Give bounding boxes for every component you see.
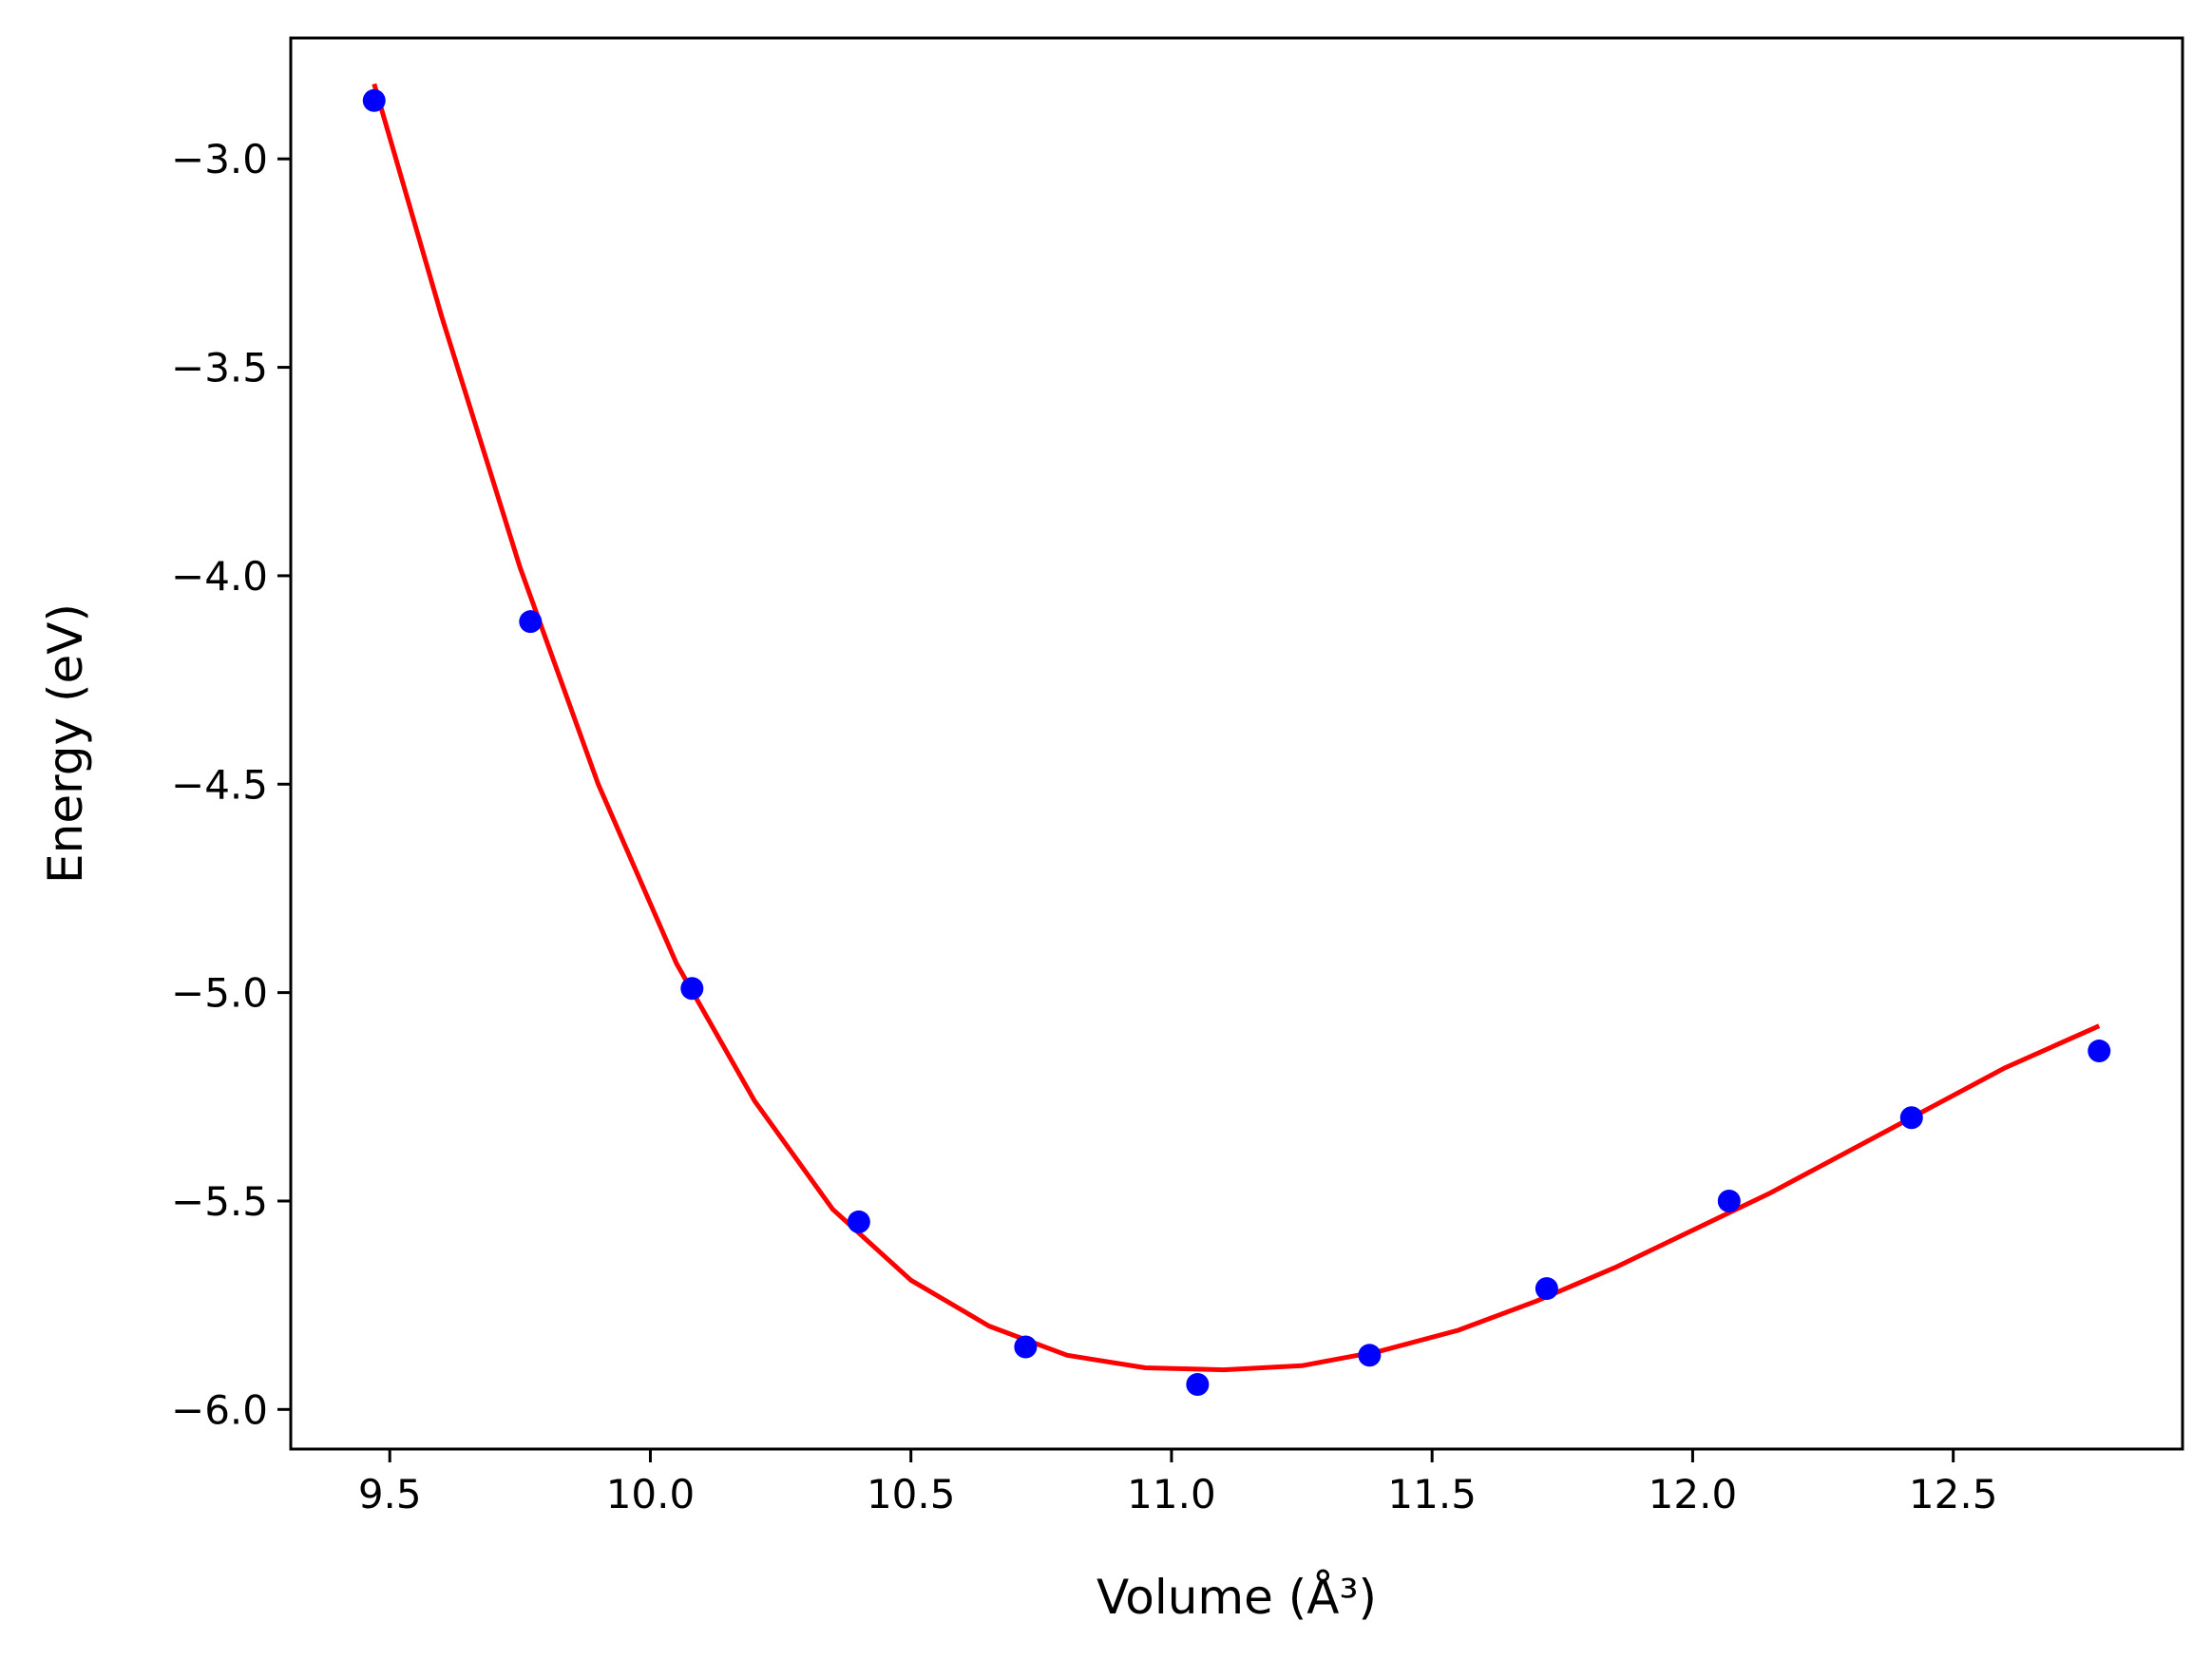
y-tick-label: −5.0 [171, 970, 268, 1017]
x-tick-label: 11.5 [1387, 1471, 1477, 1517]
fit-curve-line [372, 83, 2101, 1373]
y-axis-label: Energy (eV) [38, 603, 93, 884]
data-point-10 [1899, 1106, 1923, 1130]
data-point-5 [1014, 1335, 1038, 1359]
x-tick-label: 12.5 [1909, 1471, 1998, 1517]
plot-frame [289, 36, 2184, 1451]
data-point-3 [680, 977, 704, 1001]
data-point-1 [362, 88, 386, 112]
data-point-4 [847, 1210, 870, 1233]
y-tick-label: −5.5 [171, 1178, 268, 1225]
data-point-6 [1186, 1373, 1210, 1397]
x-axis-ticks: 9.5 10.0 10.5 11.0 11.5 12.0 12.5 [358, 1449, 1998, 1517]
x-tick-label: 11.0 [1127, 1471, 1216, 1517]
y-tick-label: −4.0 [171, 553, 268, 600]
data-point-11 [2088, 1040, 2111, 1063]
y-tick-label: −4.5 [171, 761, 268, 808]
data-point-9 [1717, 1189, 1741, 1212]
x-tick-label: 10.0 [606, 1471, 696, 1517]
plot-area [362, 83, 2111, 1397]
data-point-2 [519, 610, 543, 634]
y-tick-label: −6.0 [171, 1386, 268, 1433]
data-point-8 [1535, 1277, 1558, 1301]
x-axis-label: Volume (Å³) [1096, 1570, 1377, 1625]
x-tick-label: 12.0 [1649, 1471, 1738, 1517]
data-point-7 [1358, 1344, 1382, 1367]
y-tick-label: −3.5 [171, 345, 268, 391]
y-tick-label: −3.0 [171, 136, 268, 182]
x-tick-label: 10.5 [867, 1471, 956, 1517]
x-tick-label: 9.5 [358, 1471, 422, 1517]
y-axis-ticks: −3.0 −3.5 −4.0 −4.5 −5.0 −5.5 −6.0 [171, 136, 291, 1433]
